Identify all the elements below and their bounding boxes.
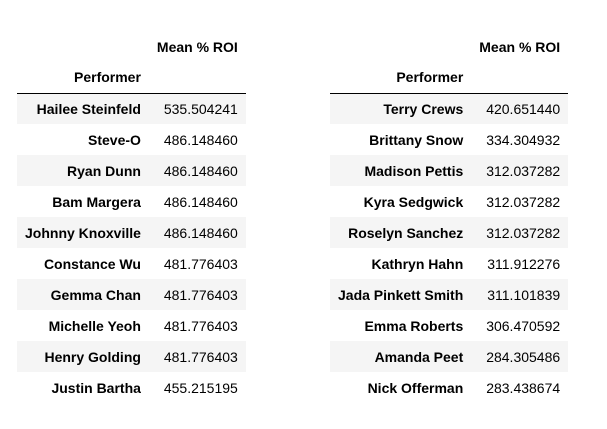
roi-value: 312.037282 [486,193,561,210]
performer-name: Nick Offerman [367,379,464,396]
table-row: Henry Golding 481.776403 [17,341,246,372]
performer-name: Kathryn Hahn [371,255,464,272]
roi-value: 284.305486 [486,348,561,365]
table-row: Johnny Knoxville 486.148460 [17,217,246,248]
roi-value: 420.651440 [486,100,561,117]
table-row: Terry Crews 420.651440 [330,93,569,124]
blank-header-cell [148,62,246,94]
table-row: Kyra Sedgwick 312.037282 [330,186,569,217]
table-row: Jada Pinkett Smith 311.101839 [330,279,569,310]
table-row: Michelle Yeoh 481.776403 [17,310,246,341]
performer-index-header: Performer [330,62,472,94]
roi-value: 283.438674 [486,379,561,396]
roi-value: 311.101839 [487,286,561,303]
index-header-row: Performer [17,62,246,94]
roi-value: 481.776403 [163,286,238,303]
table-row: Gemma Chan 481.776403 [17,279,246,310]
right-roi-table: Mean % ROI Performer Terry Crews 420.651… [330,31,569,403]
performer-name: Henry Golding [44,348,141,365]
performer-name: Madison Pettis [364,162,464,179]
blank-header-cell [330,31,471,62]
table-row: Roselyn Sanchez 312.037282 [330,217,569,248]
roi-value: 312.037282 [486,162,561,179]
column-header-row: Mean % ROI [17,31,246,62]
performer-name: Johnny Knoxville [25,224,141,241]
table-row: Brittany Snow 334.304932 [330,124,569,155]
blank-header-cell [17,31,149,62]
roi-value: 481.776403 [163,348,238,365]
table-row: Emma Roberts 306.470592 [330,310,569,341]
performer-name: Gemma Chan [50,286,141,303]
performer-name: Brittany Snow [369,131,464,148]
roi-value: 481.776403 [163,317,238,334]
performer-name: Constance Wu [43,255,141,272]
table-row: Madison Pettis 312.037282 [330,155,569,186]
performer-name: Terry Crews [383,100,464,117]
roi-value: 481.776403 [163,255,238,272]
table-row: Amanda Peet 284.305486 [330,341,569,372]
performer-name: Michelle Yeoh [48,317,141,334]
table-row: Constance Wu 481.776403 [17,248,246,279]
mean-roi-column-header: Mean % ROI [156,38,238,55]
performer-name: Emma Roberts [364,317,464,334]
column-header-row: Mean % ROI [330,31,568,62]
roi-value: 334.304932 [486,131,561,148]
roi-value: 486.148460 [163,224,238,241]
performer-name: Hailee Steinfeld [36,100,141,117]
roi-value: 535.504241 [163,100,238,117]
performer-index-header: Performer [17,62,149,94]
table-row: Hailee Steinfeld 535.504241 [17,93,246,124]
left-table-container: Mean % ROI Performer Hailee Steinfeld 53… [17,31,246,403]
roi-value: 306.470592 [486,317,561,334]
performer-name: Justin Bartha [51,379,141,396]
left-roi-table: Mean % ROI Performer Hailee Steinfeld 53… [17,31,246,403]
performer-name: Bam Margera [52,193,141,210]
roi-value: 312.037282 [486,224,561,241]
performer-name: Kyra Sedgwick [363,193,464,210]
table-row: Steve-O 486.148460 [17,124,246,155]
table-row: Nick Offerman 283.438674 [330,372,569,403]
table-row: Kathryn Hahn 311.912276 [330,248,569,279]
roi-value: 455.215195 [163,379,238,396]
roi-value: 311.912276 [487,255,561,272]
right-table-container: Mean % ROI Performer Terry Crews 420.651… [330,31,569,403]
roi-value: 486.148460 [163,162,238,179]
performer-name: Amanda Peet [374,348,464,365]
table-row: Justin Bartha 455.215195 [17,372,246,403]
performer-name: Ryan Dunn [67,162,141,179]
blank-header-cell [471,62,569,94]
performer-name: Jada Pinkett Smith [338,286,464,303]
table-row: Ryan Dunn 486.148460 [17,155,246,186]
performer-name: Steve-O [88,131,141,148]
roi-value: 486.148460 [163,131,238,148]
index-header-row: Performer [330,62,569,94]
table-row: Bam Margera 486.148460 [17,186,246,217]
roi-value: 486.148460 [163,193,238,210]
mean-roi-column-header: Mean % ROI [479,38,561,55]
performer-name: Roselyn Sanchez [348,224,464,241]
